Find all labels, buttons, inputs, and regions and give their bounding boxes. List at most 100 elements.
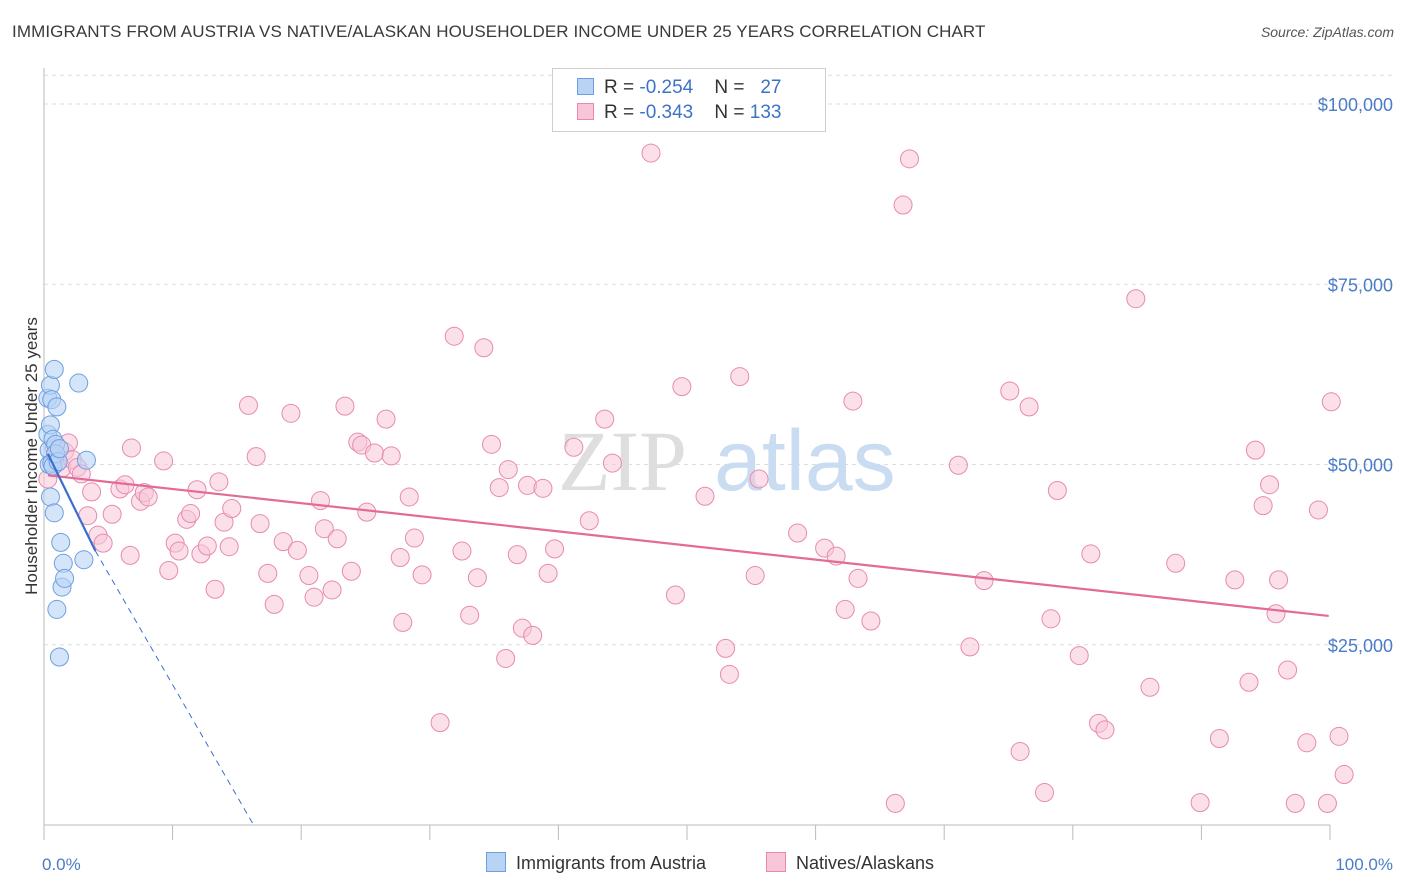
natives-point (381, 446, 401, 466)
legend-n-value: 133 (749, 102, 782, 123)
austria-point (44, 359, 64, 379)
austria-point (49, 647, 69, 667)
natives-point (749, 469, 769, 489)
natives-point (1035, 783, 1055, 803)
watermark-zip: ZIP (558, 413, 687, 509)
natives-point (250, 514, 270, 534)
natives-point (187, 480, 207, 500)
y-tick-label: $100,000 (1318, 95, 1393, 115)
natives-point (376, 409, 396, 429)
natives-point (404, 528, 424, 548)
natives-point (390, 548, 410, 568)
natives-point (1285, 793, 1305, 813)
natives-point (1329, 726, 1349, 746)
natives-point (498, 460, 518, 480)
natives-point (960, 637, 980, 657)
x-tick-labels: 0.0% 100.0% (42, 855, 1393, 874)
natives-point (1140, 677, 1160, 697)
natives-point (579, 511, 599, 531)
natives-point (1260, 475, 1280, 495)
natives-point (482, 434, 502, 454)
natives-point (899, 149, 919, 169)
natives-point (1253, 496, 1273, 516)
natives-point (1166, 553, 1186, 573)
natives-point (1321, 392, 1341, 412)
natives-point (1081, 544, 1101, 564)
y-tick-label: $75,000 (1328, 275, 1393, 295)
legend-n-label: N = (714, 77, 750, 98)
natives-point (205, 579, 225, 599)
natives-point (507, 545, 527, 565)
legend-r-value: -0.343 (639, 102, 694, 123)
natives-point (489, 478, 509, 498)
natives-point (273, 532, 293, 552)
natives-point (1308, 500, 1328, 520)
legend-n-label: N = (714, 102, 750, 123)
austria-point (69, 373, 89, 393)
natives-point (538, 563, 558, 583)
natives-point (665, 585, 685, 605)
natives-points (38, 143, 1354, 813)
natives-point (885, 793, 905, 813)
natives-point (595, 409, 615, 429)
natives-point (695, 486, 715, 506)
austria-trend-line (46, 453, 97, 552)
natives-point (197, 536, 217, 556)
austria-point (76, 450, 96, 470)
y-tick-label: $50,000 (1328, 456, 1393, 476)
natives-point (219, 537, 239, 557)
natives-point (496, 648, 516, 668)
legend-n-value: 27 (760, 77, 782, 98)
bottom-legend-natives: Natives/Alaskans (766, 852, 934, 874)
natives-point (82, 482, 102, 502)
natives-point (1225, 570, 1245, 590)
natives-point (181, 504, 201, 524)
legend-box: R = -0.254 N = 27 R = -0.343 N = 133 (552, 68, 826, 132)
natives-point (719, 664, 739, 684)
austria-point (55, 568, 75, 588)
natives-point (672, 377, 692, 397)
natives-point (523, 625, 543, 645)
natives-point (246, 447, 266, 467)
natives-point (848, 568, 868, 588)
natives-point (641, 143, 661, 163)
natives-point (154, 451, 174, 471)
natives-point (1126, 289, 1146, 309)
natives-point (745, 566, 765, 586)
natives-point (1334, 765, 1354, 785)
natives-point (299, 566, 319, 586)
bottom-legend-label-austria: Immigrants from Austria (516, 853, 707, 873)
natives-point (467, 568, 487, 588)
trend-lines (46, 453, 1329, 826)
natives-point (533, 478, 553, 498)
legend-swatch-natives (577, 103, 594, 120)
natives-point (1297, 733, 1317, 753)
legend-r-label: R = (604, 102, 640, 123)
austria-point (47, 397, 67, 417)
watermark-atlas: atlas (714, 413, 896, 509)
austria-points (38, 359, 96, 667)
natives-point (341, 561, 361, 581)
natives-point (788, 523, 808, 543)
austria-point (49, 439, 69, 459)
natives-point (281, 403, 301, 423)
natives-point (444, 326, 464, 346)
natives-point (1239, 672, 1259, 692)
austria-trend-extension (95, 550, 255, 826)
natives-point (1010, 741, 1030, 761)
natives-trend-line (47, 474, 1329, 618)
natives-point (287, 540, 307, 560)
natives-point (159, 561, 179, 581)
natives-point (564, 437, 584, 457)
source-label: Source: ZipAtlas.com (1260, 24, 1394, 40)
x-tick-label-max: 100.0% (1335, 855, 1393, 874)
natives-point (893, 195, 913, 215)
legend-r-value: -0.254 (639, 77, 694, 98)
bottom-legend-label-natives: Natives/Alaskans (796, 853, 935, 873)
natives-point (843, 391, 863, 411)
legend-row-austria: R = -0.254 N = 27 (577, 77, 781, 101)
natives-point (138, 487, 158, 507)
natives-point (1095, 720, 1115, 740)
natives-point (545, 539, 565, 559)
natives-point (1269, 570, 1289, 590)
